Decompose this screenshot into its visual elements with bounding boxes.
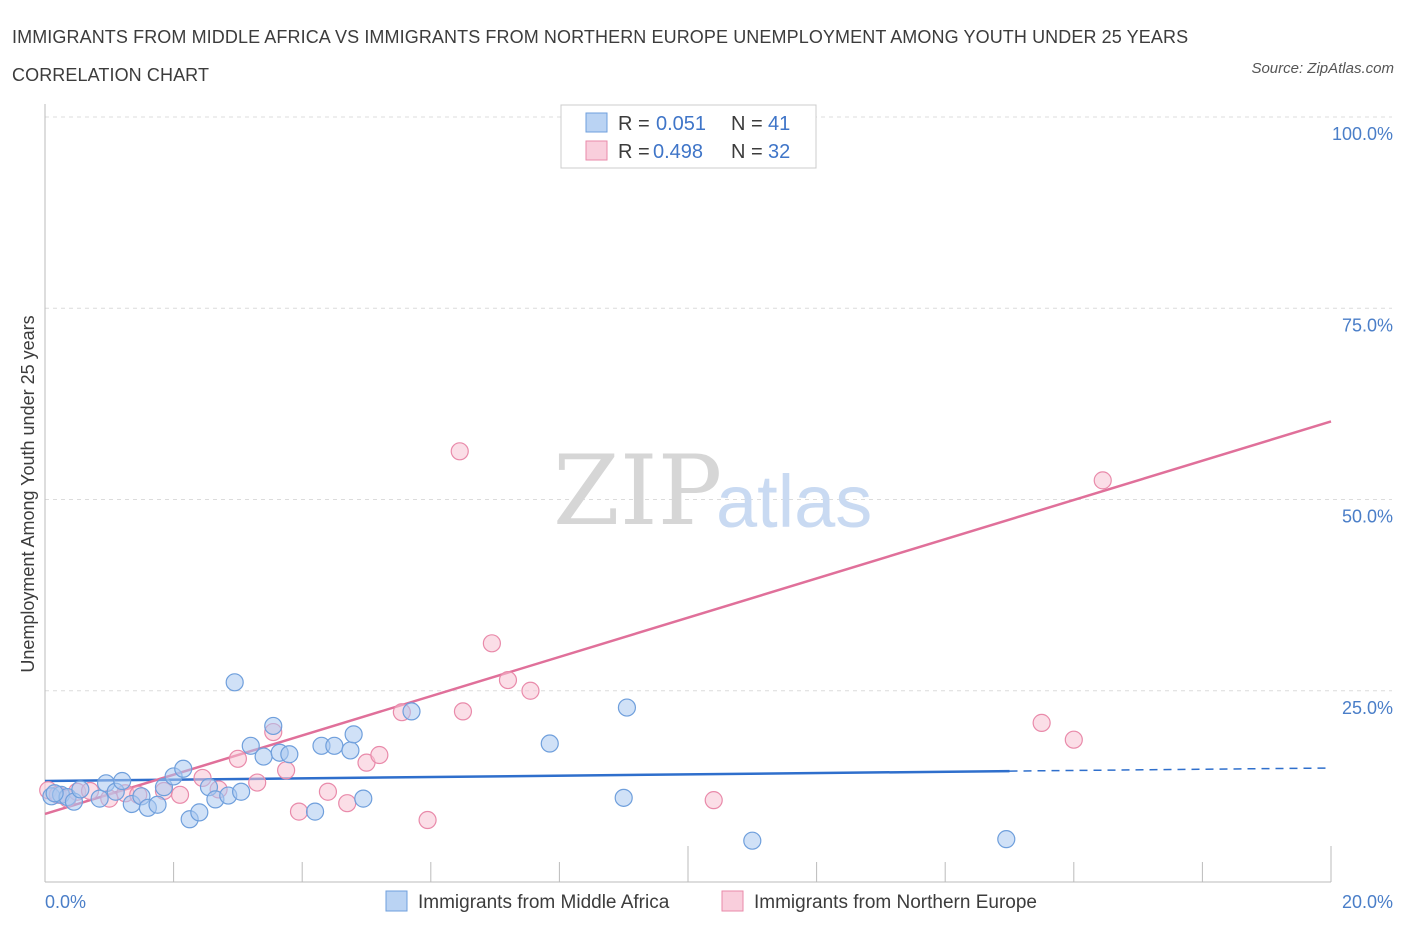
data-point-blue	[225, 673, 244, 692]
data-point-pink	[1093, 471, 1112, 490]
data-point-pink	[418, 810, 437, 830]
data-point-pink	[318, 782, 338, 801]
stats-legend: R = 0.051 N = 41 R = 0.498 N = 32	[560, 104, 817, 169]
data-point-blue	[305, 802, 325, 821]
stats-swatch-middle-africa	[585, 112, 608, 133]
stats-r-label-1: R =	[618, 113, 650, 135]
stats-n-label-2: N =	[731, 141, 763, 163]
axes	[44, 104, 1332, 883]
data-point-pink	[498, 670, 518, 690]
legend-label-northern-europe: Immigrants from Northern Europe	[754, 892, 1037, 913]
stats-n-value-2: 32	[768, 141, 790, 163]
stats-r-value-2: 0.498	[653, 141, 703, 163]
data-point-pink	[453, 702, 473, 721]
data-point-blue	[190, 803, 209, 822]
data-point-blue	[280, 745, 299, 764]
stats-n-value-1: 41	[768, 113, 790, 135]
data-point-blue	[325, 736, 344, 755]
data-point-pink	[338, 794, 357, 813]
data-point-blue	[45, 784, 64, 803]
data-point-blue	[90, 789, 109, 808]
watermark: ZIP atlas	[553, 435, 872, 547]
y-tick-label: 50.0%	[1342, 507, 1393, 527]
chart-title: IMMIGRANTS FROM MIDDLE AFRICA VS IMMIGRA…	[12, 27, 1189, 85]
data-point-blue	[354, 789, 373, 808]
data-point-blue	[344, 725, 363, 744]
legend-swatch-middle-africa	[385, 890, 408, 912]
data-point-pink	[289, 802, 309, 821]
watermark-zip: ZIP	[553, 435, 722, 547]
data-point-pink	[521, 681, 540, 700]
data-point-blue	[71, 780, 90, 799]
x-tick-label-min: 0.0%	[45, 892, 86, 912]
legend-label-middle-africa: Immigrants from Middle Africa	[418, 892, 670, 913]
y-tick-label: 100.0%	[1332, 124, 1393, 144]
stats-r-label-2: R =	[618, 141, 650, 163]
data-point-blue	[232, 782, 251, 801]
data-point-blue	[997, 830, 1016, 849]
data-point-pink	[450, 442, 469, 461]
data-point-blue	[617, 698, 637, 717]
scatter-points	[39, 442, 1112, 850]
data-point-blue	[241, 736, 260, 755]
data-point-pink	[1032, 713, 1051, 732]
y-tick-label: 25.0%	[1342, 698, 1393, 718]
x-tick-label-max: 20.0%	[1342, 892, 1393, 912]
data-point-pink	[170, 785, 190, 804]
data-point-pink	[248, 773, 267, 792]
data-point-pink	[228, 749, 247, 768]
data-point-blue	[402, 702, 421, 721]
data-point-pink	[482, 634, 501, 653]
grid-lines	[45, 116, 1392, 692]
data-point-blue	[743, 831, 762, 850]
stats-r-value-1: 0.051	[656, 113, 706, 135]
data-point-pink	[277, 761, 296, 780]
data-point-blue	[341, 741, 360, 760]
watermark-atlas: atlas	[716, 460, 872, 543]
data-point-blue	[264, 716, 283, 736]
data-point-pink	[370, 745, 389, 765]
data-point-blue	[254, 747, 273, 766]
stats-swatch-northern-europe	[585, 140, 608, 161]
data-point-pink	[704, 791, 723, 810]
chart-source: Source: ZipAtlas.com	[1251, 60, 1394, 77]
data-point-blue	[540, 734, 559, 753]
tick-labels: 25.0% 50.0% 75.0% 100.0% 0.0% 20.0%	[45, 124, 1393, 912]
series-legend: Immigrants from Middle Africa Immigrants…	[385, 890, 1037, 913]
trend-line-middle-africa-extension	[1009, 767, 1332, 772]
data-point-blue	[113, 771, 132, 791]
data-point-blue	[148, 795, 167, 814]
data-point-blue	[174, 759, 193, 778]
legend-swatch-northern-europe	[721, 890, 744, 912]
data-point-blue	[614, 788, 633, 807]
y-tick-label: 75.0%	[1342, 315, 1393, 335]
y-axis-label: Unemployment Among Youth under 25 years	[18, 315, 38, 672]
stats-n-label-1: N =	[731, 113, 763, 135]
data-point-pink	[1064, 730, 1083, 749]
